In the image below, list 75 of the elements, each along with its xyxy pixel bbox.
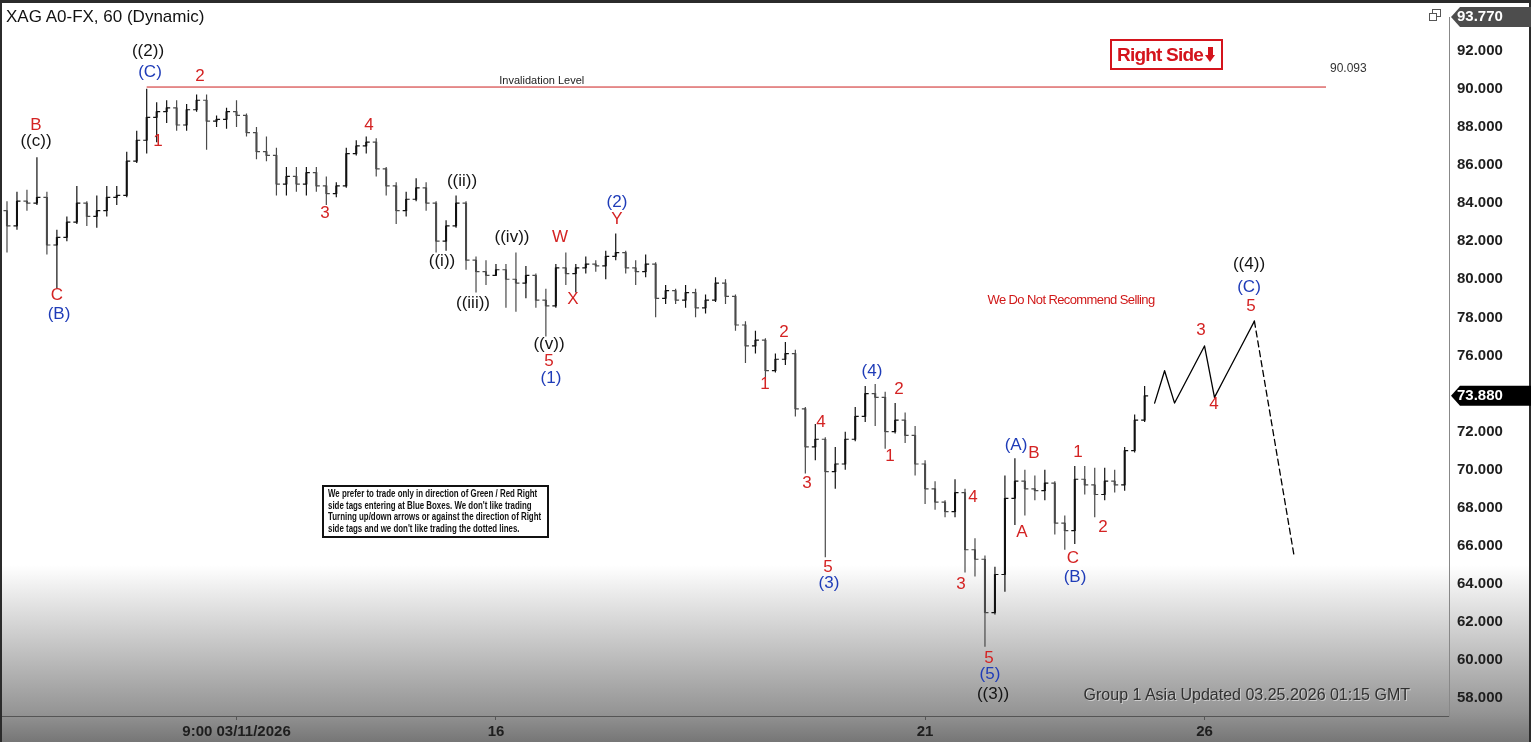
annotation: 2 [195, 66, 205, 86]
annotation: 90.093 [1330, 61, 1367, 75]
annotation: 3 [1196, 319, 1206, 339]
annotation: A [1016, 521, 1028, 541]
annotation: 1 [760, 374, 770, 394]
annotation: 1 [153, 131, 163, 151]
chart-title: XAG A0-FX, 60 (Dynamic) [6, 7, 205, 27]
annotation: C [50, 284, 64, 304]
annotation: Group 1 Asia Updated 03.25.2026 01:15 GMT [1083, 686, 1410, 704]
y-tick-label: 93.770 [1457, 7, 1503, 25]
annotation: 3 [956, 574, 966, 594]
y-tick-label: 72.000 [1457, 421, 1503, 439]
x-tick-label: 9:00 03/11/2026 [182, 722, 291, 740]
annotation: ((iv)) [494, 226, 530, 246]
annotation: 3 [320, 202, 330, 222]
annotation: B [30, 114, 42, 134]
annotation: 5 [544, 351, 554, 371]
x-tick-label: 16 [487, 722, 505, 740]
annotation: W [551, 226, 569, 246]
annotation: ((4)) [1232, 254, 1266, 274]
annotation: ((v)) [533, 334, 565, 354]
x-tick-label: 21 [916, 722, 934, 740]
annotation: 2 [894, 379, 904, 399]
y-tick-label: 68.000 [1457, 497, 1503, 515]
annotation: 5 [984, 647, 994, 667]
y-tick-label: 78.000 [1457, 307, 1503, 325]
annotation: ((iii)) [456, 292, 490, 312]
x-tick-label: 26 [1196, 722, 1213, 740]
y-tick-label: 73.880 [1457, 385, 1503, 403]
y-tick-label: 80.000 [1457, 269, 1503, 287]
annotation: 1 [885, 446, 895, 466]
annotation: C [1066, 548, 1080, 568]
y-tick-label: 84.000 [1457, 193, 1503, 211]
y-tick-label: 70.000 [1457, 459, 1503, 477]
annotation: (C) [138, 62, 162, 82]
y-tick-label: 66.000 [1457, 536, 1503, 554]
annotation: ((ii)) [446, 171, 478, 191]
annotation: 4 [1209, 393, 1219, 413]
annotation: 2 [1098, 516, 1108, 536]
annotation: 1 [1073, 442, 1083, 462]
y-tick-label: 62.000 [1457, 612, 1503, 630]
annotation: 4 [816, 411, 826, 431]
annotation: (B) [47, 303, 71, 323]
y-tick-label: 82.000 [1457, 231, 1503, 249]
annotation: We prefer to trade only in direction of Green / Red Right side tags entering at Blue Boxes. We don't like trading Turning up/down arrows or against the direction of Right side tags and we don't like trading the dotted lines. [328, 488, 543, 534]
annotation: Right Side [1117, 43, 1203, 66]
annotation: 3 [802, 473, 812, 493]
annotation: 4 [364, 114, 374, 134]
annotation: B [1028, 443, 1040, 463]
annotation: ((2)) [131, 41, 165, 61]
y-tick-label: 86.000 [1457, 155, 1503, 173]
y-tick-label: 88.000 [1457, 117, 1503, 135]
annotation: Y [611, 208, 623, 228]
ref-line-label: Invalidation Level [499, 73, 585, 86]
annotation: (5) [979, 664, 1001, 684]
annotation: 4 [968, 487, 978, 507]
annotation: We Do Not Recommend Selling [987, 292, 1155, 307]
annotation: ((i)) [428, 251, 456, 271]
annotation: ((3)) [976, 684, 1010, 704]
annotation: (1) [540, 368, 562, 388]
y-tick-label: 64.000 [1457, 574, 1503, 592]
y-tick-label: 92.000 [1457, 40, 1503, 58]
annotation: (C) [1237, 277, 1261, 297]
annotation: (B) [1063, 567, 1087, 587]
annotation: (A) [1004, 434, 1028, 454]
annotation: (4) [861, 361, 883, 381]
y-tick-label: 60.000 [1457, 650, 1503, 668]
annotation: (2) [606, 191, 628, 211]
y-tick-label: 58.000 [1457, 688, 1503, 706]
y-tick-label: 76.000 [1457, 345, 1503, 363]
y-tick-label: 90.000 [1457, 78, 1503, 96]
annotation: X [567, 288, 579, 308]
annotation: 5 [1246, 295, 1256, 315]
annotation: ((c)) [20, 131, 52, 151]
annotation: 2 [779, 321, 789, 341]
